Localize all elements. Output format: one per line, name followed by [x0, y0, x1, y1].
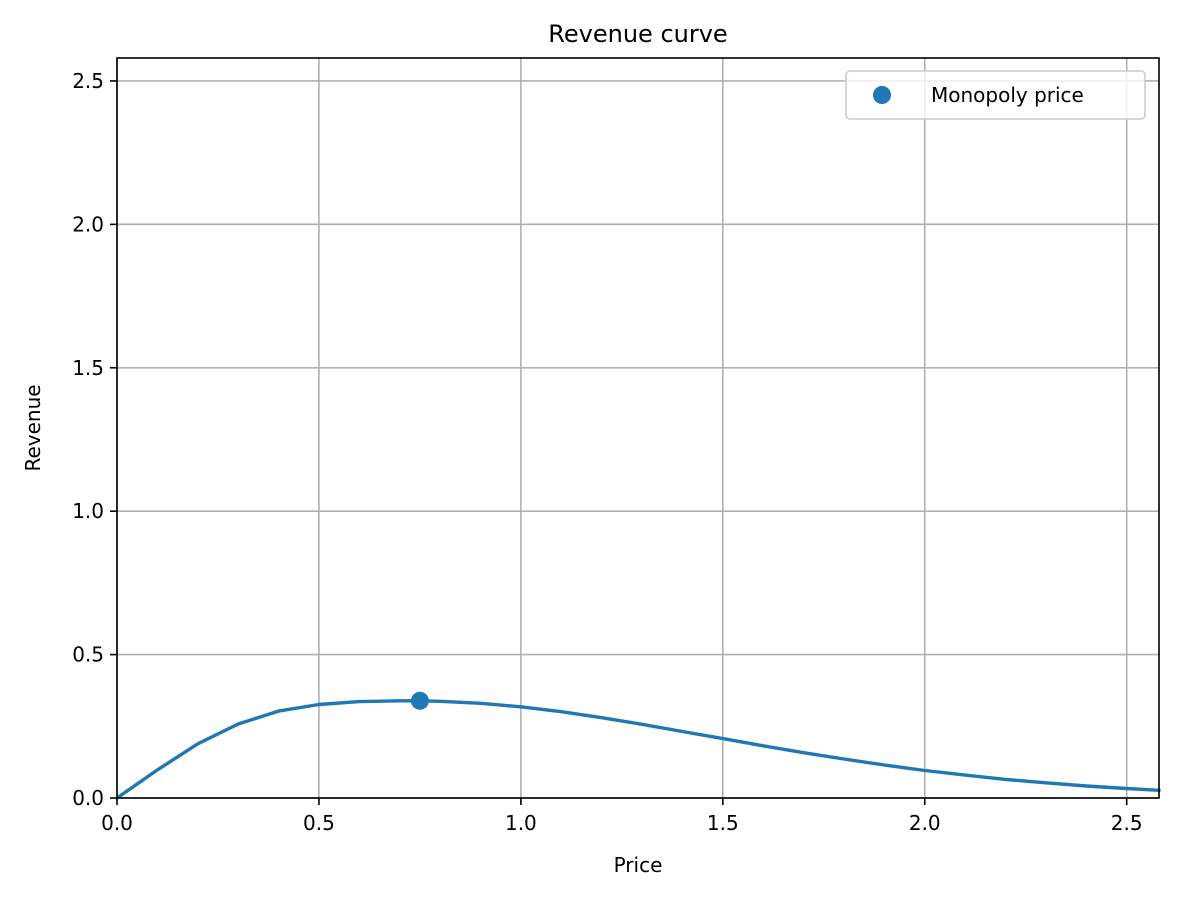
grid: [116, 58, 1159, 799]
axis-ticks: 0.0 0.5 1.0 1.5 2.0 2.5 0.0 0.5 1.0 1.5 2.0 2.5: [72, 69, 1142, 835]
y-axis-label: Revenue: [21, 384, 45, 471]
y-tick-label: 0.0: [72, 786, 104, 810]
y-tick-label: 1.5: [72, 356, 104, 380]
plot-frame: [116, 57, 1160, 799]
x-axis-label: Price: [614, 853, 663, 877]
x-tick-label: 1.5: [707, 811, 739, 835]
y-tick-label: 2.5: [72, 69, 104, 93]
x-tick-label: 0.0: [101, 811, 133, 835]
y-tick-label: 2.0: [72, 212, 104, 236]
plot-area-background: [117, 58, 1159, 798]
legend-label-monopoly-price: Monopoly price: [931, 83, 1084, 107]
x-tick-label: 0.5: [303, 811, 335, 835]
chart-title: Revenue curve: [548, 20, 727, 48]
series-layer: [115, 691, 1161, 800]
x-tick-label: 1.0: [505, 811, 537, 835]
legend: Monopoly price: [845, 70, 1146, 120]
y-tick-label: 1.0: [72, 499, 104, 523]
revenue-curve-line: [115, 699, 1161, 800]
monopoly-price-point: [410, 691, 429, 710]
y-tick-label: 0.5: [72, 643, 104, 667]
x-tick-label: 2.0: [909, 811, 941, 835]
x-tick-label: 2.5: [1111, 811, 1143, 835]
legend-marker-monopoly-price: [873, 86, 891, 104]
legend-box: [845, 70, 1146, 120]
